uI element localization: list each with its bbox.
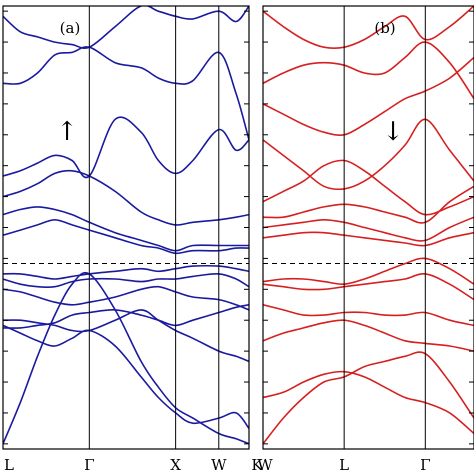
panel-a-band-10	[3, 116, 249, 179]
panel-b-band-1	[263, 370, 474, 435]
panel-a-band-2	[3, 309, 249, 363]
panel-b-band-7	[263, 216, 474, 242]
panel-b-band-8	[263, 185, 474, 224]
panel-b-band-9	[263, 159, 474, 216]
panel-a-xtick-4: K	[251, 456, 263, 474]
panel-b-vlines	[343, 6, 426, 449]
panel-b-band-2	[263, 319, 474, 352]
panel-a: L Γ X W K (a) ↑	[2, 5, 263, 474]
panel-a-bands	[3, 6, 249, 445]
panel-a-band-1	[3, 324, 249, 429]
panel-a-band-9	[3, 169, 249, 226]
panel-b-band-6	[263, 231, 474, 247]
panel-a-band-5	[3, 273, 249, 289]
panel-b: W L Γ (b) ↓	[257, 5, 474, 474]
panel-a-spin-up-arrow: ↑	[56, 117, 78, 147]
panel-b-band-10	[263, 118, 474, 191]
panel-a-band-0	[3, 271, 249, 445]
panel-b-band-12	[263, 41, 474, 100]
panel-b-xtick-2: Γ	[420, 456, 430, 474]
panel-a-band-3	[3, 304, 249, 329]
panel-b-band-5	[263, 257, 474, 286]
panel-a-band-8	[3, 206, 249, 252]
panel-b-xtick-1: L	[339, 456, 349, 474]
panel-a-xtick-0: L	[4, 456, 14, 474]
panel-a-band-4	[3, 285, 249, 311]
panel-a-band-12	[3, 6, 249, 49]
panel-b-band-11	[263, 56, 474, 136]
panel-a-xtick-2: X	[170, 456, 181, 474]
panel-a-band-6	[3, 265, 249, 280]
panel-b-label: (b)	[374, 19, 395, 37]
panel-b-spin-down-arrow: ↓	[382, 117, 404, 147]
panel-b-band-4	[263, 273, 474, 301]
panel-b-band-13	[263, 6, 474, 49]
panel-b-frame	[262, 5, 474, 450]
panel-a-frame	[2, 5, 250, 450]
panel-a-vlines	[88, 6, 220, 449]
panel-a-band-11	[3, 46, 249, 141]
panel-a-band-7	[3, 218, 249, 255]
panel-b-band-3	[263, 304, 474, 327]
panel-a-yticks	[3, 10, 249, 445]
panel-a-xtick-3: W	[211, 456, 227, 474]
panel-b-band-0	[263, 351, 474, 445]
panel-b-yticks	[263, 10, 474, 445]
panel-b-xtick-0: W	[257, 456, 273, 474]
panel-b-bands	[263, 6, 474, 445]
panel-a-xtick-1: Γ	[84, 456, 94, 474]
panel-a-label: (a)	[60, 19, 81, 37]
